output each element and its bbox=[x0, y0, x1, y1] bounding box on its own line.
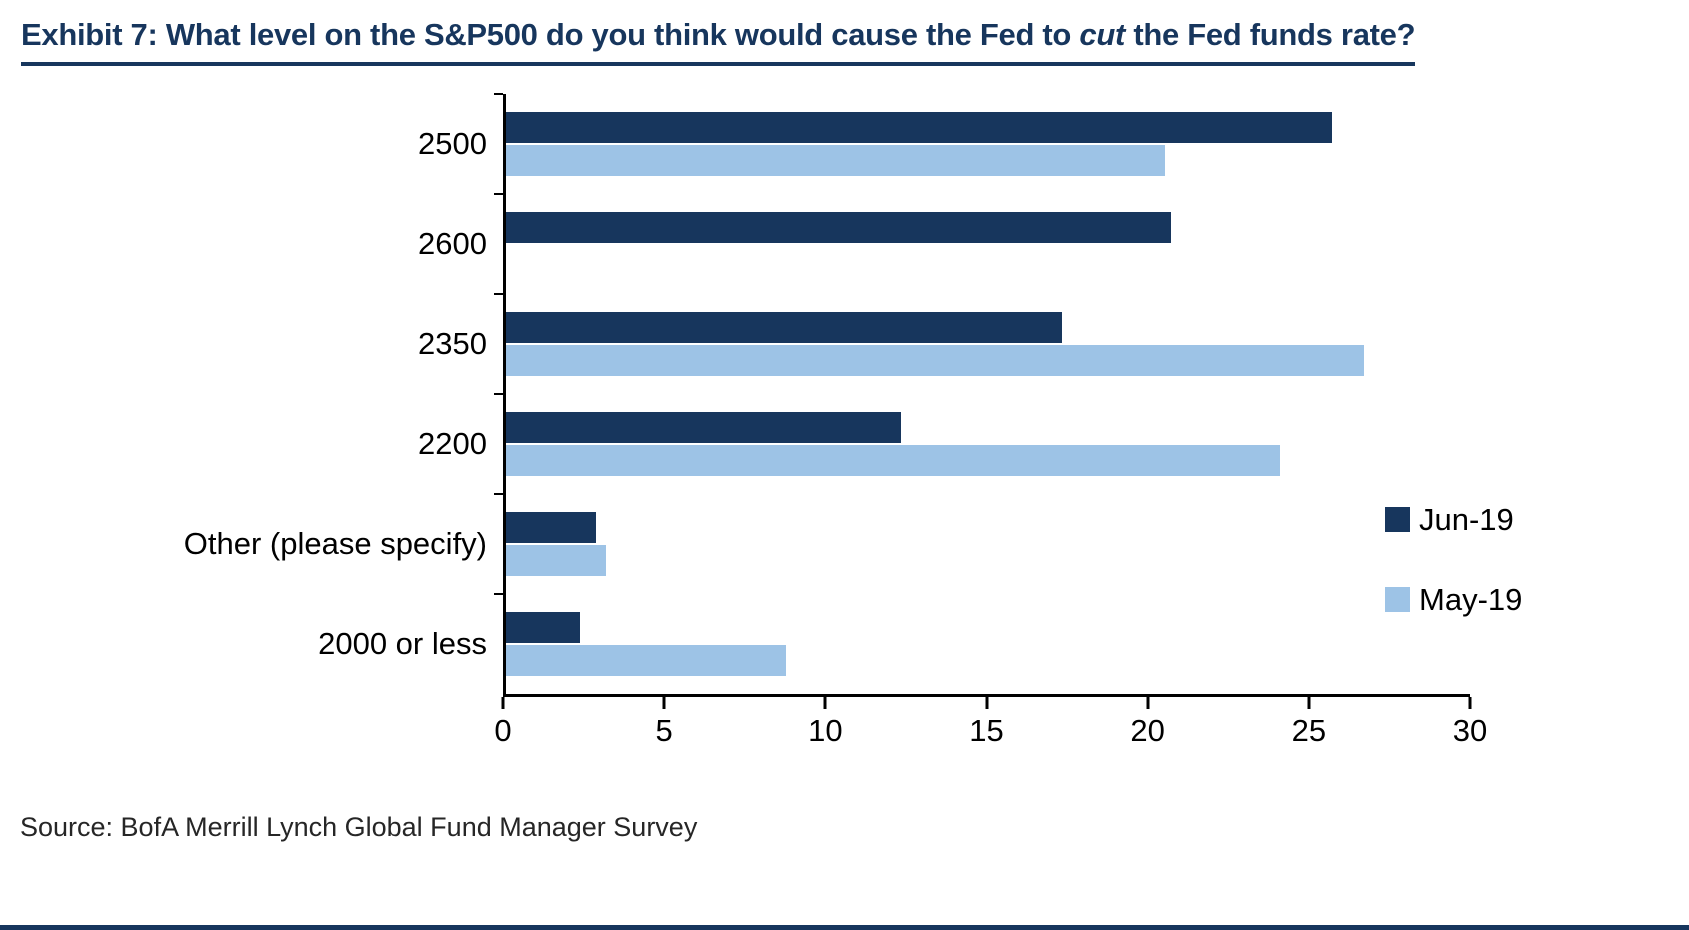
bar-may-19 bbox=[506, 344, 1364, 376]
chart-title: Exhibit 7: What level on the S&P500 do y… bbox=[21, 16, 1416, 66]
bar-may-19 bbox=[506, 644, 786, 676]
bar-jun-19 bbox=[506, 111, 1332, 143]
chart-row-2: 2350 bbox=[20, 292, 1689, 394]
bar-group bbox=[494, 92, 1470, 194]
x-axis-tick bbox=[1307, 696, 1311, 709]
bar-group bbox=[494, 592, 1470, 694]
y-axis-tick bbox=[494, 592, 503, 595]
x-axis-tick-label: 25 bbox=[1291, 712, 1327, 748]
bottom-rule bbox=[0, 925, 1689, 930]
legend-swatch bbox=[1385, 507, 1410, 533]
y-axis-tick bbox=[494, 292, 503, 295]
bar-jun-19 bbox=[506, 211, 1172, 243]
category-label: 2000 or less bbox=[318, 625, 487, 661]
bar-may-19 bbox=[506, 144, 1165, 176]
plot-area: 2500 2600 2350 2200 Other (please specify) 20… bbox=[20, 92, 1689, 694]
y-axis-tick bbox=[494, 392, 503, 395]
x-axis-tick bbox=[985, 696, 988, 709]
x-axis-tick-label: 30 bbox=[1452, 712, 1488, 748]
y-axis-tick bbox=[494, 492, 503, 495]
chart-row-5: 2000 or less bbox=[20, 592, 1689, 694]
chart-title-prefix: Exhibit 7: What level on the S&P500 do y… bbox=[21, 17, 1080, 52]
bar-group bbox=[494, 292, 1470, 394]
category-label: 2350 bbox=[418, 325, 487, 361]
category-label: 2500 bbox=[418, 125, 487, 161]
legend-label: Jun-19 bbox=[1419, 501, 1514, 537]
bar-jun-19 bbox=[506, 311, 1062, 343]
legend-item-may-19: May-19 bbox=[1385, 582, 1522, 618]
x-axis-tick bbox=[823, 696, 827, 709]
x-axis-tick-label: 20 bbox=[1130, 712, 1165, 748]
category-label: Other (please specify) bbox=[183, 525, 487, 561]
x-axis-tick bbox=[1146, 696, 1150, 709]
bar-group bbox=[494, 192, 1470, 294]
bar-may-19 bbox=[506, 544, 606, 576]
bar-may-19 bbox=[506, 444, 1281, 476]
chart-title-suffix: the Fed funds rate? bbox=[1125, 17, 1416, 52]
category-label: 2200 bbox=[418, 425, 487, 461]
x-axis-tick bbox=[1468, 696, 1472, 709]
chart-row-0: 2500 bbox=[20, 92, 1689, 194]
legend-label: May-19 bbox=[1419, 581, 1523, 617]
chart-title-emphasis: cut bbox=[1079, 17, 1125, 52]
x-axis-tick-label: 0 bbox=[494, 712, 512, 748]
x-axis: 0 5 10 15 20 25 30 bbox=[494, 693, 1487, 764]
x-axis-tick bbox=[662, 696, 666, 709]
legend: Jun-19 May-19 bbox=[1385, 502, 1522, 662]
chart-row-3: 2200 bbox=[20, 392, 1689, 494]
chart-row-1: 2600 bbox=[20, 192, 1689, 294]
bar-jun-19 bbox=[506, 411, 902, 443]
bar-group bbox=[494, 392, 1470, 494]
x-axis-tick bbox=[501, 696, 505, 709]
legend-swatch bbox=[1385, 587, 1410, 613]
bar-jun-19 bbox=[506, 611, 580, 643]
bar-jun-19 bbox=[506, 511, 596, 543]
y-axis-tick bbox=[494, 92, 503, 95]
x-axis-tick-label: 5 bbox=[655, 712, 673, 748]
category-label: 2600 bbox=[418, 225, 487, 261]
bar-group bbox=[494, 492, 1470, 594]
chart-row-4: Other (please specify) bbox=[20, 492, 1689, 594]
source-note: Source: BofA Merrill Lynch Global Fund M… bbox=[20, 812, 698, 842]
bar-chart: 2500 2600 2350 2200 Other (please specify) 20… bbox=[20, 92, 1689, 764]
y-axis-tick bbox=[494, 192, 503, 195]
legend-item-jun-19: Jun-19 bbox=[1385, 502, 1522, 538]
x-axis-tick-label: 10 bbox=[808, 712, 843, 748]
x-axis-tick-label: 15 bbox=[969, 712, 1004, 748]
